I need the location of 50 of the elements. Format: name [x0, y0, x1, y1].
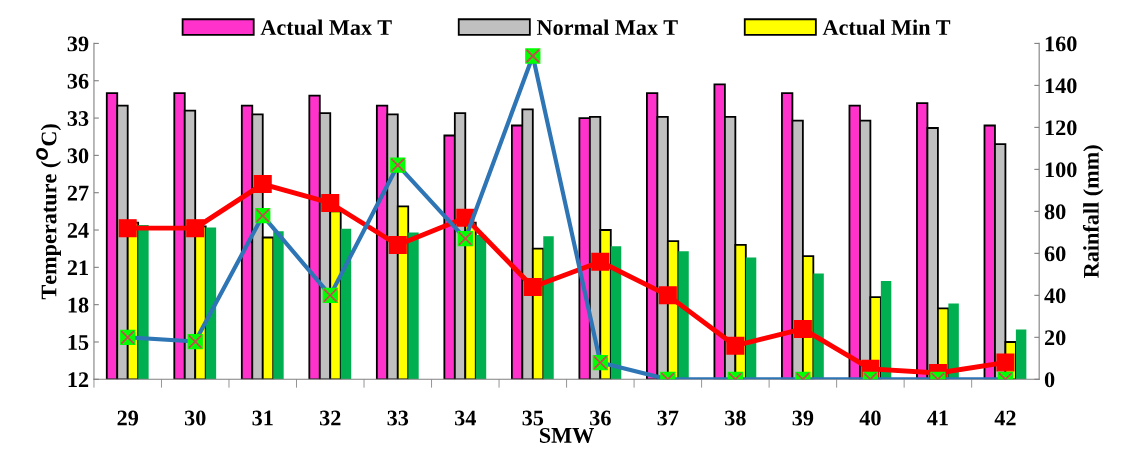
point	[996, 353, 1015, 372]
point	[321, 193, 340, 212]
y2-tick-label: 20	[1044, 330, 1066, 346]
x-tick-label: 33	[387, 410, 409, 426]
y-tick-label: 15	[68, 335, 89, 350]
point	[726, 336, 745, 355]
y2-tick-label: 40	[1044, 288, 1066, 304]
x-tick-label: 39	[792, 410, 814, 426]
y-tick-label: 36	[67, 73, 89, 89]
x-tick-label: 38	[725, 410, 746, 426]
x-tick-label: 34	[455, 410, 476, 426]
y2-tick-label: 120	[1045, 120, 1077, 136]
x-tick-label: 32	[319, 410, 341, 426]
x-tick-label: 35	[522, 410, 544, 426]
y2-tick-label: 80	[1044, 204, 1066, 220]
y-tick-label: 30	[67, 148, 89, 164]
y-tick-label: 39	[67, 36, 89, 52]
y2-tick-label: 140	[1045, 78, 1077, 94]
x-tick-label: 42	[994, 410, 1016, 426]
y2-tick-label: 160	[1045, 36, 1077, 52]
point	[118, 219, 137, 238]
y-tick-label: 18	[68, 297, 89, 313]
y2-tick-label: 100	[1045, 162, 1077, 178]
legend-label: Actual Min T	[822, 19, 951, 36]
legend-label: Actual Max T	[260, 19, 392, 36]
point	[591, 252, 610, 271]
point	[253, 175, 272, 194]
y-tick-label: 27	[67, 185, 89, 201]
point	[658, 286, 677, 305]
x-tick-label: 36	[590, 410, 611, 426]
y-tick-label: 12	[68, 372, 89, 388]
y-tick-label: 21	[67, 260, 88, 276]
y-tick-label: 24	[67, 223, 89, 238]
y-tick-label: 33	[67, 111, 89, 126]
point	[793, 319, 812, 338]
legend-label: Normal Max T	[536, 19, 678, 36]
point	[523, 277, 542, 296]
y2-axis-title: Rainfall (mm)	[1082, 145, 1104, 278]
point	[388, 235, 407, 254]
y2-tick-label: 60	[1044, 246, 1066, 262]
y2-tick-label: 0	[1044, 372, 1055, 388]
x-tick-label: 40	[859, 410, 881, 426]
x-tick-label: 30	[184, 410, 206, 426]
x-tick-label: 41	[927, 410, 948, 426]
y-axis-title: Temperature ($^{O}$C)	[36, 124, 61, 300]
x-tick-label: 29	[117, 410, 139, 426]
x-tick-label: 37	[657, 410, 679, 426]
point	[186, 219, 205, 238]
x-axis-title: SMW	[539, 427, 594, 443]
x-tick-label: 31	[252, 410, 273, 426]
